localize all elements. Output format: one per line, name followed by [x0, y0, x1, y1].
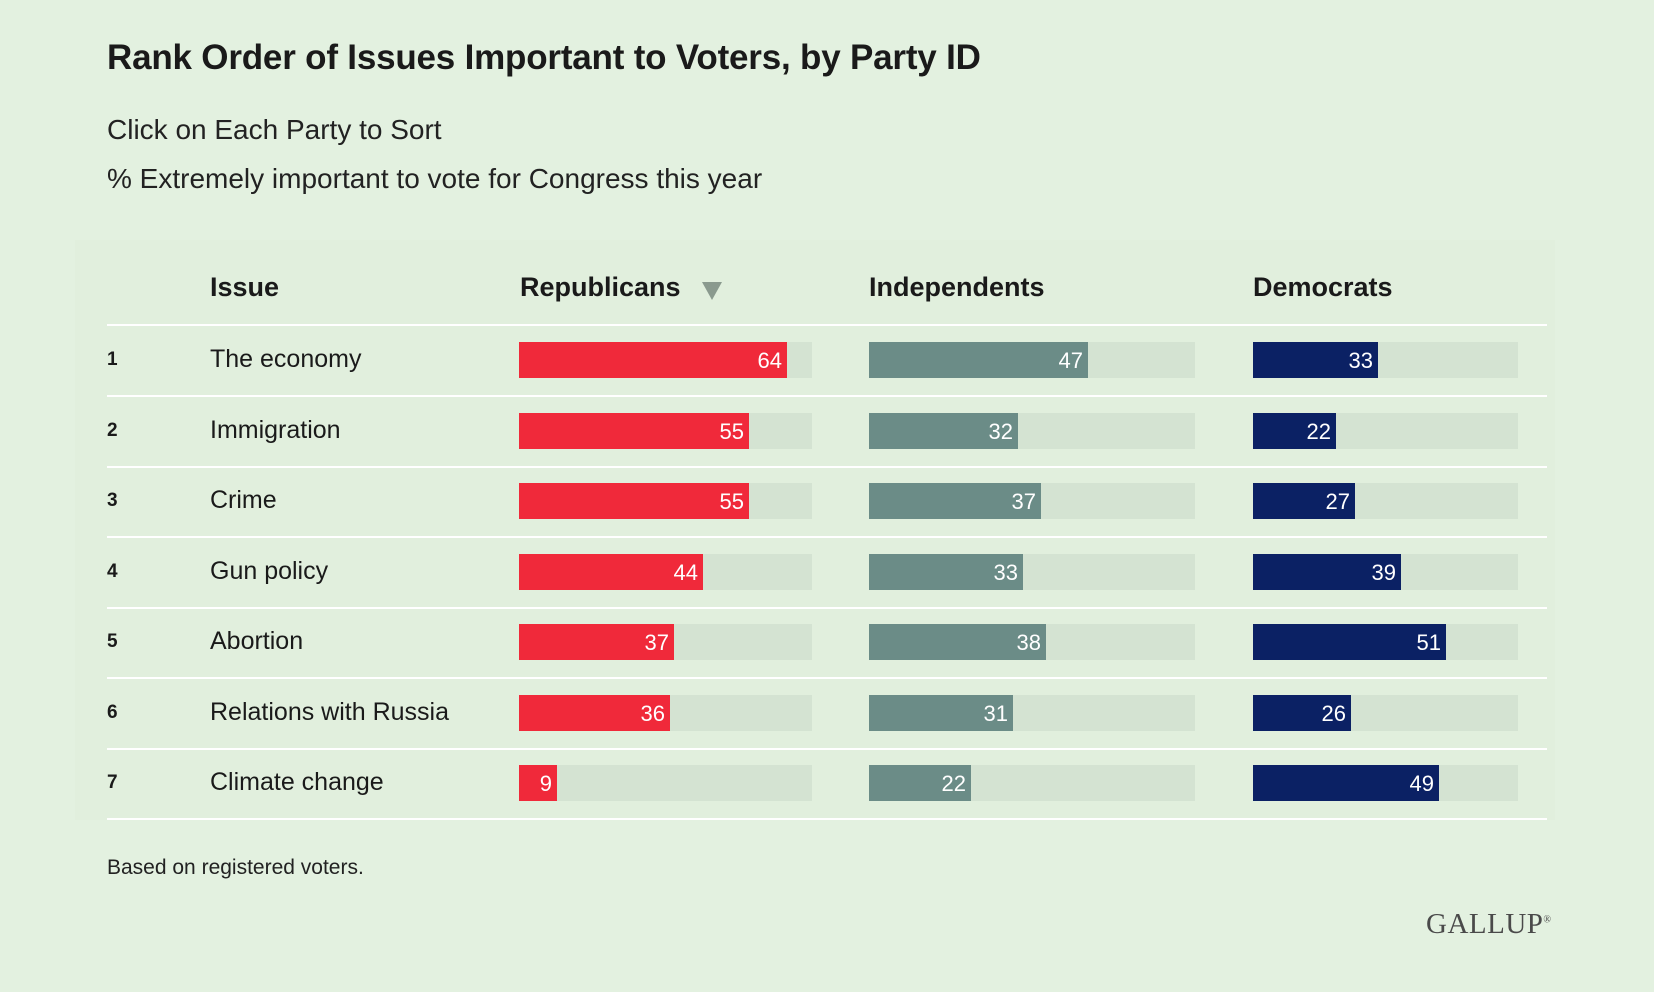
issue-label: Relations with Russia: [210, 697, 449, 726]
rank-number: 7: [107, 772, 118, 793]
row-separator: [107, 465, 1547, 468]
rank-number: 5: [107, 631, 118, 652]
bar-track-independents: 31: [869, 694, 1195, 731]
sort-button-independents[interactable]: Independents: [869, 272, 1045, 302]
row-separator: [107, 536, 1547, 538]
data-label-independents: 38: [1016, 630, 1041, 655]
rank-number: 3: [107, 490, 118, 511]
sort-button-democrats[interactable]: Democrats: [1253, 272, 1393, 302]
bar-democrats: [1253, 553, 1401, 590]
rank-number: 1: [107, 349, 118, 370]
bar-track-democrats: 22: [1253, 412, 1518, 449]
logo-text: GALLUP: [1426, 908, 1544, 940]
bar-independents: [869, 694, 1013, 731]
bar-track-independents: 47: [869, 342, 1195, 378]
bar-republicans: [519, 624, 674, 660]
bar-track-republicans: 37: [519, 624, 812, 660]
bar-republicans: [519, 553, 703, 590]
data-label-independents: 31: [983, 700, 1008, 726]
footnote: Based on registered voters.: [107, 856, 364, 879]
data-label-democrats: 51: [1416, 630, 1441, 655]
data-label-independents: 32: [988, 418, 1013, 444]
bar-track-democrats: 33: [1253, 342, 1518, 378]
rank-number: 6: [107, 701, 118, 723]
bar-republicans: [519, 694, 670, 731]
row-separator: [107, 324, 1547, 326]
bar-track-democrats: 27: [1253, 483, 1518, 519]
data-label-democrats: 26: [1321, 700, 1346, 726]
bar-track-independents: 33: [869, 553, 1195, 590]
bar-track-democrats: 39: [1253, 553, 1518, 590]
chart-note: % Extremely important to vote for Congre…: [107, 163, 763, 194]
data-label-republicans: 44: [673, 559, 698, 585]
data-label-democrats: 22: [1306, 418, 1331, 444]
bar-independents: [869, 553, 1023, 590]
bar-republicans: [519, 765, 557, 801]
sort-button-republicans[interactable]: Republicans: [520, 272, 681, 302]
bar-independents: [869, 342, 1088, 378]
chart-title: Rank Order of Issues Important to Voters…: [107, 38, 981, 77]
sort-descending-icon[interactable]: [702, 282, 722, 300]
data-label-republicans: 36: [640, 700, 665, 726]
bar-track-independents: 22: [869, 765, 1195, 801]
bar-independents: [869, 483, 1041, 519]
bar-track-independents: 32: [869, 412, 1195, 449]
bar-republicans: [519, 412, 749, 449]
bar-track-democrats: 51: [1253, 624, 1518, 660]
bar-independents: [869, 412, 1018, 449]
data-label-republicans: 55: [719, 489, 744, 514]
bar-track-republicans: 55: [519, 483, 812, 519]
issue-label: Abortion: [210, 627, 304, 655]
rank-number: 4: [107, 560, 118, 582]
issue-label: Gun policy: [210, 556, 329, 585]
gallup-logo: GALLUP®: [1426, 908, 1552, 941]
chart-subtitle: Click on Each Party to Sort: [107, 114, 442, 145]
issue-label: The economy: [210, 345, 362, 373]
bar-track-independents: 37: [869, 483, 1195, 519]
data-label-democrats: 33: [1348, 348, 1373, 373]
bar-track-republicans: 44: [519, 553, 812, 590]
trademark-mark: ®: [1543, 914, 1552, 926]
issue-label: Crime: [210, 486, 277, 514]
bar-republicans: [519, 483, 749, 519]
data-label-independents: 22: [941, 771, 966, 796]
bar-democrats: [1253, 694, 1351, 731]
column-header-issue: Issue: [210, 272, 280, 302]
rank-number: 2: [107, 419, 118, 441]
bar-democrats: [1253, 342, 1378, 378]
bar-democrats: [1253, 624, 1446, 660]
issue-label: Climate change: [210, 768, 384, 796]
bar-independents: [869, 624, 1046, 660]
bar-track-republicans: 64: [519, 342, 812, 378]
row-separator: [107, 747, 1547, 750]
bar-independents: [869, 765, 971, 801]
bar-democrats: [1253, 483, 1355, 519]
data-label-republicans: 55: [719, 418, 744, 444]
bar-track-republicans: 36: [519, 694, 812, 731]
row-separator: [107, 606, 1547, 609]
bar-republicans: [519, 342, 787, 378]
issue-label: Immigration: [210, 415, 341, 444]
data-label-independents: 47: [1058, 348, 1083, 373]
bar-track-democrats: 26: [1253, 694, 1518, 731]
bar-track-independents: 38: [869, 624, 1195, 660]
bar-track-republicans: 9: [519, 765, 812, 801]
data-label-republicans: 64: [757, 348, 782, 373]
data-label-independents: 33: [993, 559, 1018, 585]
data-label-democrats: 39: [1371, 559, 1396, 585]
data-label-democrats: 49: [1409, 771, 1434, 796]
data-label-republicans: 9: [539, 771, 552, 796]
bar-track-democrats: 49: [1253, 765, 1518, 801]
bar-democrats: [1253, 765, 1439, 801]
row-separator: [107, 677, 1547, 679]
data-label-democrats: 27: [1325, 489, 1350, 514]
row-separator: [107, 818, 1547, 820]
bar-track-republicans: 55: [519, 412, 812, 449]
row-separator: [107, 395, 1547, 397]
data-label-republicans: 37: [644, 630, 669, 655]
chart-panel: [75, 240, 1555, 820]
bar-democrats: [1253, 412, 1336, 449]
data-label-independents: 37: [1011, 489, 1036, 514]
